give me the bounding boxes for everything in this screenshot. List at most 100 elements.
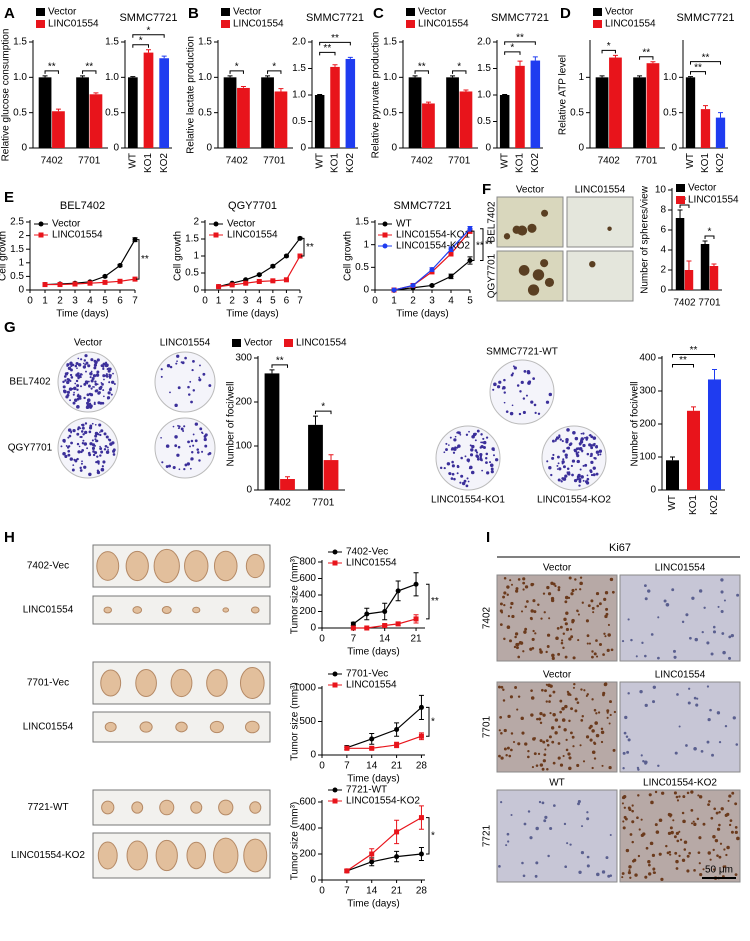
colony: [474, 449, 478, 452]
colony: [63, 389, 66, 393]
nucleus: [661, 791, 665, 795]
nucleus: [698, 795, 703, 799]
nucleus: [608, 766, 612, 770]
nucleus: [564, 655, 568, 659]
colony: [108, 376, 112, 379]
colony: [88, 472, 92, 477]
colony: [557, 478, 561, 482]
point: [102, 279, 108, 285]
legend-label: LINC01554: [48, 19, 99, 30]
y-axis-label: Number of foci/well: [630, 381, 641, 466]
nucleus: [557, 756, 561, 760]
nucleus: [711, 753, 714, 757]
nucleus: [648, 872, 652, 876]
nucleus: [580, 688, 583, 691]
error-bar: [227, 75, 233, 78]
colony: [95, 389, 99, 392]
colony: [102, 367, 105, 370]
nucleus: [673, 835, 677, 839]
nucleus: [638, 828, 641, 831]
significance-bracket: [267, 70, 282, 74]
nucleus: [530, 617, 533, 621]
point: [297, 235, 303, 241]
x-tick-label: KO2: [345, 153, 356, 173]
colony: [474, 432, 477, 436]
significance-bracket: [471, 230, 475, 262]
nucleus: [627, 738, 631, 742]
legend-label: LINC01554: [227, 230, 278, 241]
y-tick-label: 0: [193, 285, 199, 296]
colony: [204, 433, 208, 437]
nucleus: [665, 844, 668, 848]
significance-label: **: [331, 33, 339, 44]
x-tick-label: 6: [284, 296, 290, 307]
nucleus: [622, 826, 626, 830]
colony: [87, 364, 91, 368]
nucleus: [621, 872, 625, 875]
image-label: SMMC7721-WT: [486, 347, 558, 358]
error-bar: [269, 369, 275, 374]
colony: [62, 380, 65, 384]
photo-strip: [92, 832, 271, 879]
nucleus: [603, 632, 606, 635]
nucleus: [562, 754, 565, 758]
nucleus: [510, 583, 513, 586]
colony: [70, 376, 74, 379]
colony: [565, 438, 569, 442]
error-bar: [317, 93, 323, 95]
colony: [576, 459, 580, 464]
colony: [172, 465, 176, 470]
nucleus: [634, 873, 638, 877]
colony: [522, 410, 526, 415]
nucleus: [564, 600, 568, 604]
nucleus: [605, 856, 609, 860]
y-tick-label: 0.5: [105, 107, 119, 118]
colony: [174, 444, 178, 448]
nucleus: [524, 605, 528, 608]
nucleus: [678, 830, 681, 833]
colony: [566, 446, 571, 450]
colony: [93, 374, 96, 377]
nucleus: [554, 718, 559, 722]
nucleus: [644, 654, 647, 658]
bar: [237, 87, 250, 148]
nucleus: [593, 708, 597, 712]
nucleus: [549, 684, 553, 688]
nucleus: [510, 813, 513, 817]
y-tick-label: 1.5: [292, 63, 306, 74]
colony: [452, 451, 456, 454]
nucleus: [623, 794, 627, 799]
nucleus: [694, 637, 698, 642]
nucleus: [667, 812, 672, 817]
nucleus: [571, 620, 575, 624]
colony: [519, 390, 522, 393]
colony: [102, 389, 105, 392]
colony: [203, 437, 207, 442]
nucleus: [723, 599, 726, 602]
bar: [89, 94, 103, 148]
y-tick-label: 1.5: [10, 244, 24, 255]
colony: [165, 465, 169, 468]
tumor: [125, 550, 149, 582]
nucleus: [647, 589, 651, 593]
tumor: [126, 840, 148, 871]
nucleus: [631, 820, 635, 824]
nucleus: [567, 692, 571, 696]
y-tick-label: 2: [193, 217, 199, 228]
nucleus: [676, 693, 679, 696]
colony: [94, 438, 97, 441]
colony: [556, 468, 559, 470]
significance-bracket: [414, 70, 429, 74]
y-axis-label: Tumor size (mm³): [290, 802, 301, 881]
nucleus: [686, 791, 690, 795]
tumor: [245, 553, 265, 579]
y-tick-label: 1.5: [383, 37, 397, 48]
nucleus: [500, 611, 504, 614]
nucleus: [527, 755, 530, 759]
nucleus: [586, 642, 589, 645]
significance-label: *: [457, 62, 461, 73]
tumor: [101, 800, 115, 815]
y-tick-label: 1.0: [383, 72, 397, 83]
nucleus: [530, 713, 534, 717]
nucleus: [683, 840, 688, 844]
